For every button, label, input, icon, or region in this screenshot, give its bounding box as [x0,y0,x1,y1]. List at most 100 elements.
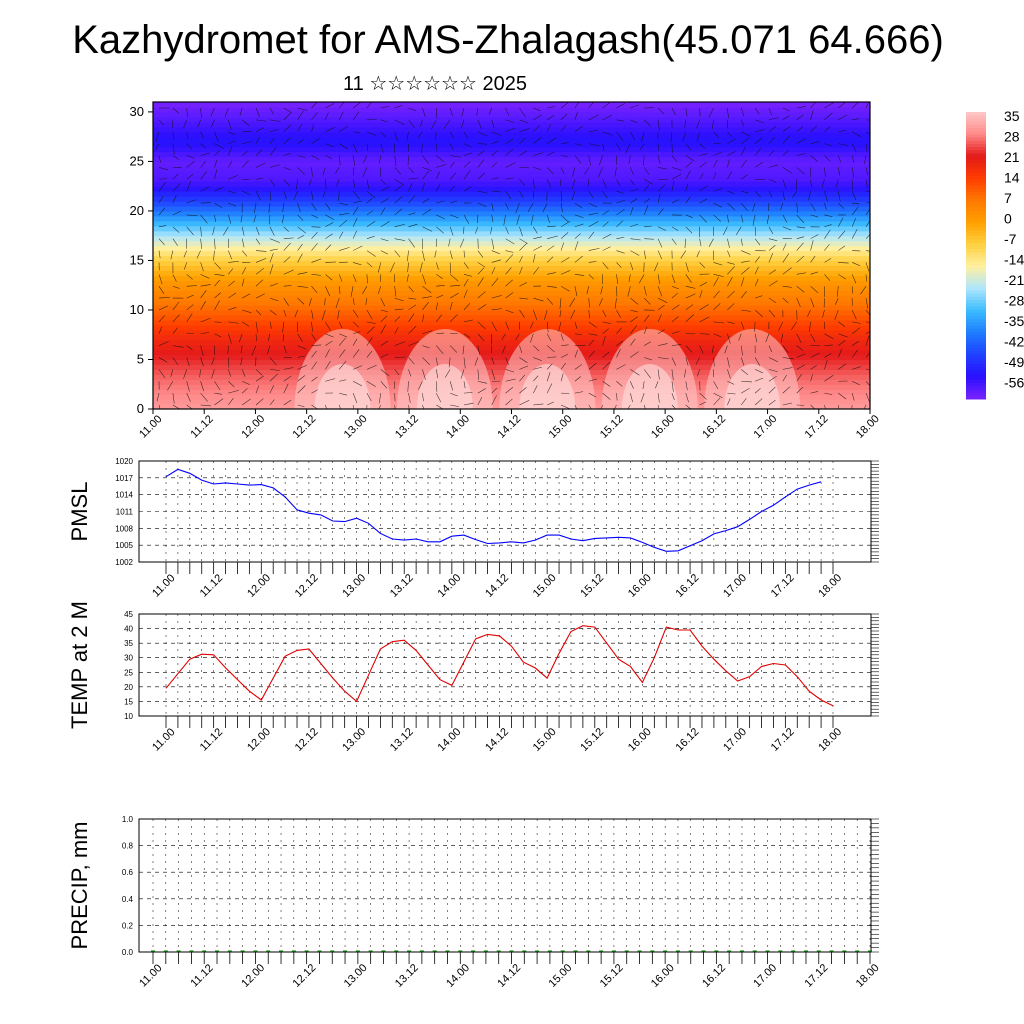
precip-bar [535,950,540,952]
wind-vector [324,298,326,306]
wind-vector [311,112,318,121]
wind-vector [449,107,453,116]
wind-vector [741,398,747,406]
x-tick-label: 14.12 [495,962,523,990]
wind-vector [186,313,193,322]
wind-vector [560,242,565,251]
wind-vector [560,270,571,275]
wind-vector [240,345,243,354]
wind-vector [417,131,423,138]
x-tick-label: 16.00 [626,726,654,754]
wind-vector [810,155,819,162]
heat-band [153,136,870,143]
wind-vector [366,221,376,228]
colorbar-swatch [966,252,986,256]
wind-vector [671,107,676,116]
wind-vector [808,191,811,201]
wind-vector [560,214,569,223]
wind-vector [380,207,386,216]
colorbar-swatch [966,239,986,244]
colorbar-swatch [966,233,986,237]
wind-vector [768,386,776,394]
y-tick-label: 1005 [115,541,133,550]
wind-vector [325,360,331,370]
wind-vector [824,126,831,132]
wind-vector [505,226,509,235]
wind-vector [311,376,318,382]
colorbar-swatch [966,175,986,180]
wind-vector [449,143,454,151]
wind-vector [616,262,622,268]
wind-vector [228,307,237,311]
wind-vector [325,103,335,109]
wind-vector [200,226,202,237]
wind-vector [172,314,180,323]
precip-bar [855,950,860,952]
wind-vector [477,291,486,299]
wind-vector [477,143,488,145]
wind-vector [408,341,419,346]
wind-vector [366,190,376,199]
wind-vector [616,190,625,194]
wind-vector [796,153,807,156]
colorbar-label: -42 [1004,334,1024,350]
wind-vector [616,199,626,204]
wind-vector [183,369,187,379]
wind-vector [838,230,846,239]
wind-vector [782,297,789,304]
wind-vector [810,333,816,342]
wind-vector [838,262,849,264]
wind-vector [170,369,174,377]
wind-vector [685,226,693,234]
wind-vector [782,191,785,201]
wind-vector [308,179,312,186]
colorbar-swatch [966,255,986,260]
wind-vector [477,172,485,180]
wind-vector [408,304,417,311]
wind-vector [394,316,401,323]
y-tick-label: 35 [124,639,133,648]
wind-vector [851,102,859,109]
wind-vector [768,117,779,121]
wind-vector [501,345,506,354]
wind-vector [422,167,432,171]
wind-vector [860,286,867,295]
wind-vector [865,119,870,121]
wind-vector [768,191,773,198]
heat-band [153,280,870,286]
wind-vector [671,404,677,409]
precip-bar [739,950,744,952]
wind-vector [708,107,714,118]
wind-vector [352,349,360,358]
wind-vector [449,381,454,391]
wind-vector [740,357,745,366]
wind-vector [242,321,249,327]
wind-vector [727,214,729,223]
wind-vector [796,285,805,293]
wind-vector [533,236,542,239]
wind-vector [241,160,249,168]
wind-vector [477,396,483,406]
colorbar-swatch [966,306,986,311]
precip-bar [701,950,706,952]
wind-vector [685,293,696,299]
wind-vector [228,175,238,180]
wind-vector [477,304,487,311]
precip-bar [816,950,821,952]
x-tick-label: 15.12 [598,413,626,441]
wind-vector [352,217,358,227]
wind-vector [685,143,692,151]
wind-vector [602,191,608,199]
precip-bar [432,950,437,952]
wind-vector [768,150,775,156]
wind-vector [838,348,843,358]
wind-vector [172,143,175,155]
wind-vector [796,353,806,358]
wind-vector [657,184,666,192]
wind-vector [450,392,458,397]
wind-vector [810,141,820,144]
wind-vector [186,181,192,192]
wind-vector [810,365,817,370]
wind-vector [699,173,704,180]
